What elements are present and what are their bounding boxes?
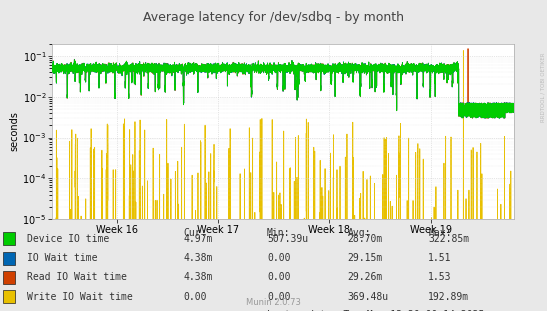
Text: 0.00: 0.00 xyxy=(267,253,290,263)
Text: 4.97m: 4.97m xyxy=(183,234,213,244)
Text: 0.00: 0.00 xyxy=(183,292,207,302)
Text: 4.38m: 4.38m xyxy=(183,272,213,282)
Text: RRDTOOL / TOBI OETIKER: RRDTOOL / TOBI OETIKER xyxy=(541,52,546,122)
Text: 29.26m: 29.26m xyxy=(347,272,382,282)
Text: 322.85m: 322.85m xyxy=(428,234,469,244)
Text: 4.38m: 4.38m xyxy=(183,253,213,263)
Text: 1.53: 1.53 xyxy=(428,272,452,282)
Text: 0.00: 0.00 xyxy=(267,272,290,282)
Text: Average latency for /dev/sdbq - by month: Average latency for /dev/sdbq - by month xyxy=(143,11,404,24)
Text: Last update: Tue May 13 20:00:14 2025: Last update: Tue May 13 20:00:14 2025 xyxy=(267,310,484,311)
Text: 28.70m: 28.70m xyxy=(347,234,382,244)
Y-axis label: seconds: seconds xyxy=(9,111,20,151)
Text: 507.39u: 507.39u xyxy=(267,234,308,244)
Text: Avg:: Avg: xyxy=(347,228,371,238)
Text: 1.51: 1.51 xyxy=(428,253,452,263)
Text: Write IO Wait time: Write IO Wait time xyxy=(27,292,133,302)
Text: IO Wait time: IO Wait time xyxy=(27,253,98,263)
Text: Munin 2.0.73: Munin 2.0.73 xyxy=(246,298,301,307)
Text: 192.89m: 192.89m xyxy=(428,292,469,302)
Text: Device IO time: Device IO time xyxy=(27,234,109,244)
Text: Max:: Max: xyxy=(428,228,452,238)
Text: 29.15m: 29.15m xyxy=(347,253,382,263)
Text: Read IO Wait time: Read IO Wait time xyxy=(27,272,127,282)
Text: Cur:: Cur: xyxy=(183,228,207,238)
Text: 0.00: 0.00 xyxy=(267,292,290,302)
Text: Min:: Min: xyxy=(267,228,290,238)
Text: 369.48u: 369.48u xyxy=(347,292,388,302)
